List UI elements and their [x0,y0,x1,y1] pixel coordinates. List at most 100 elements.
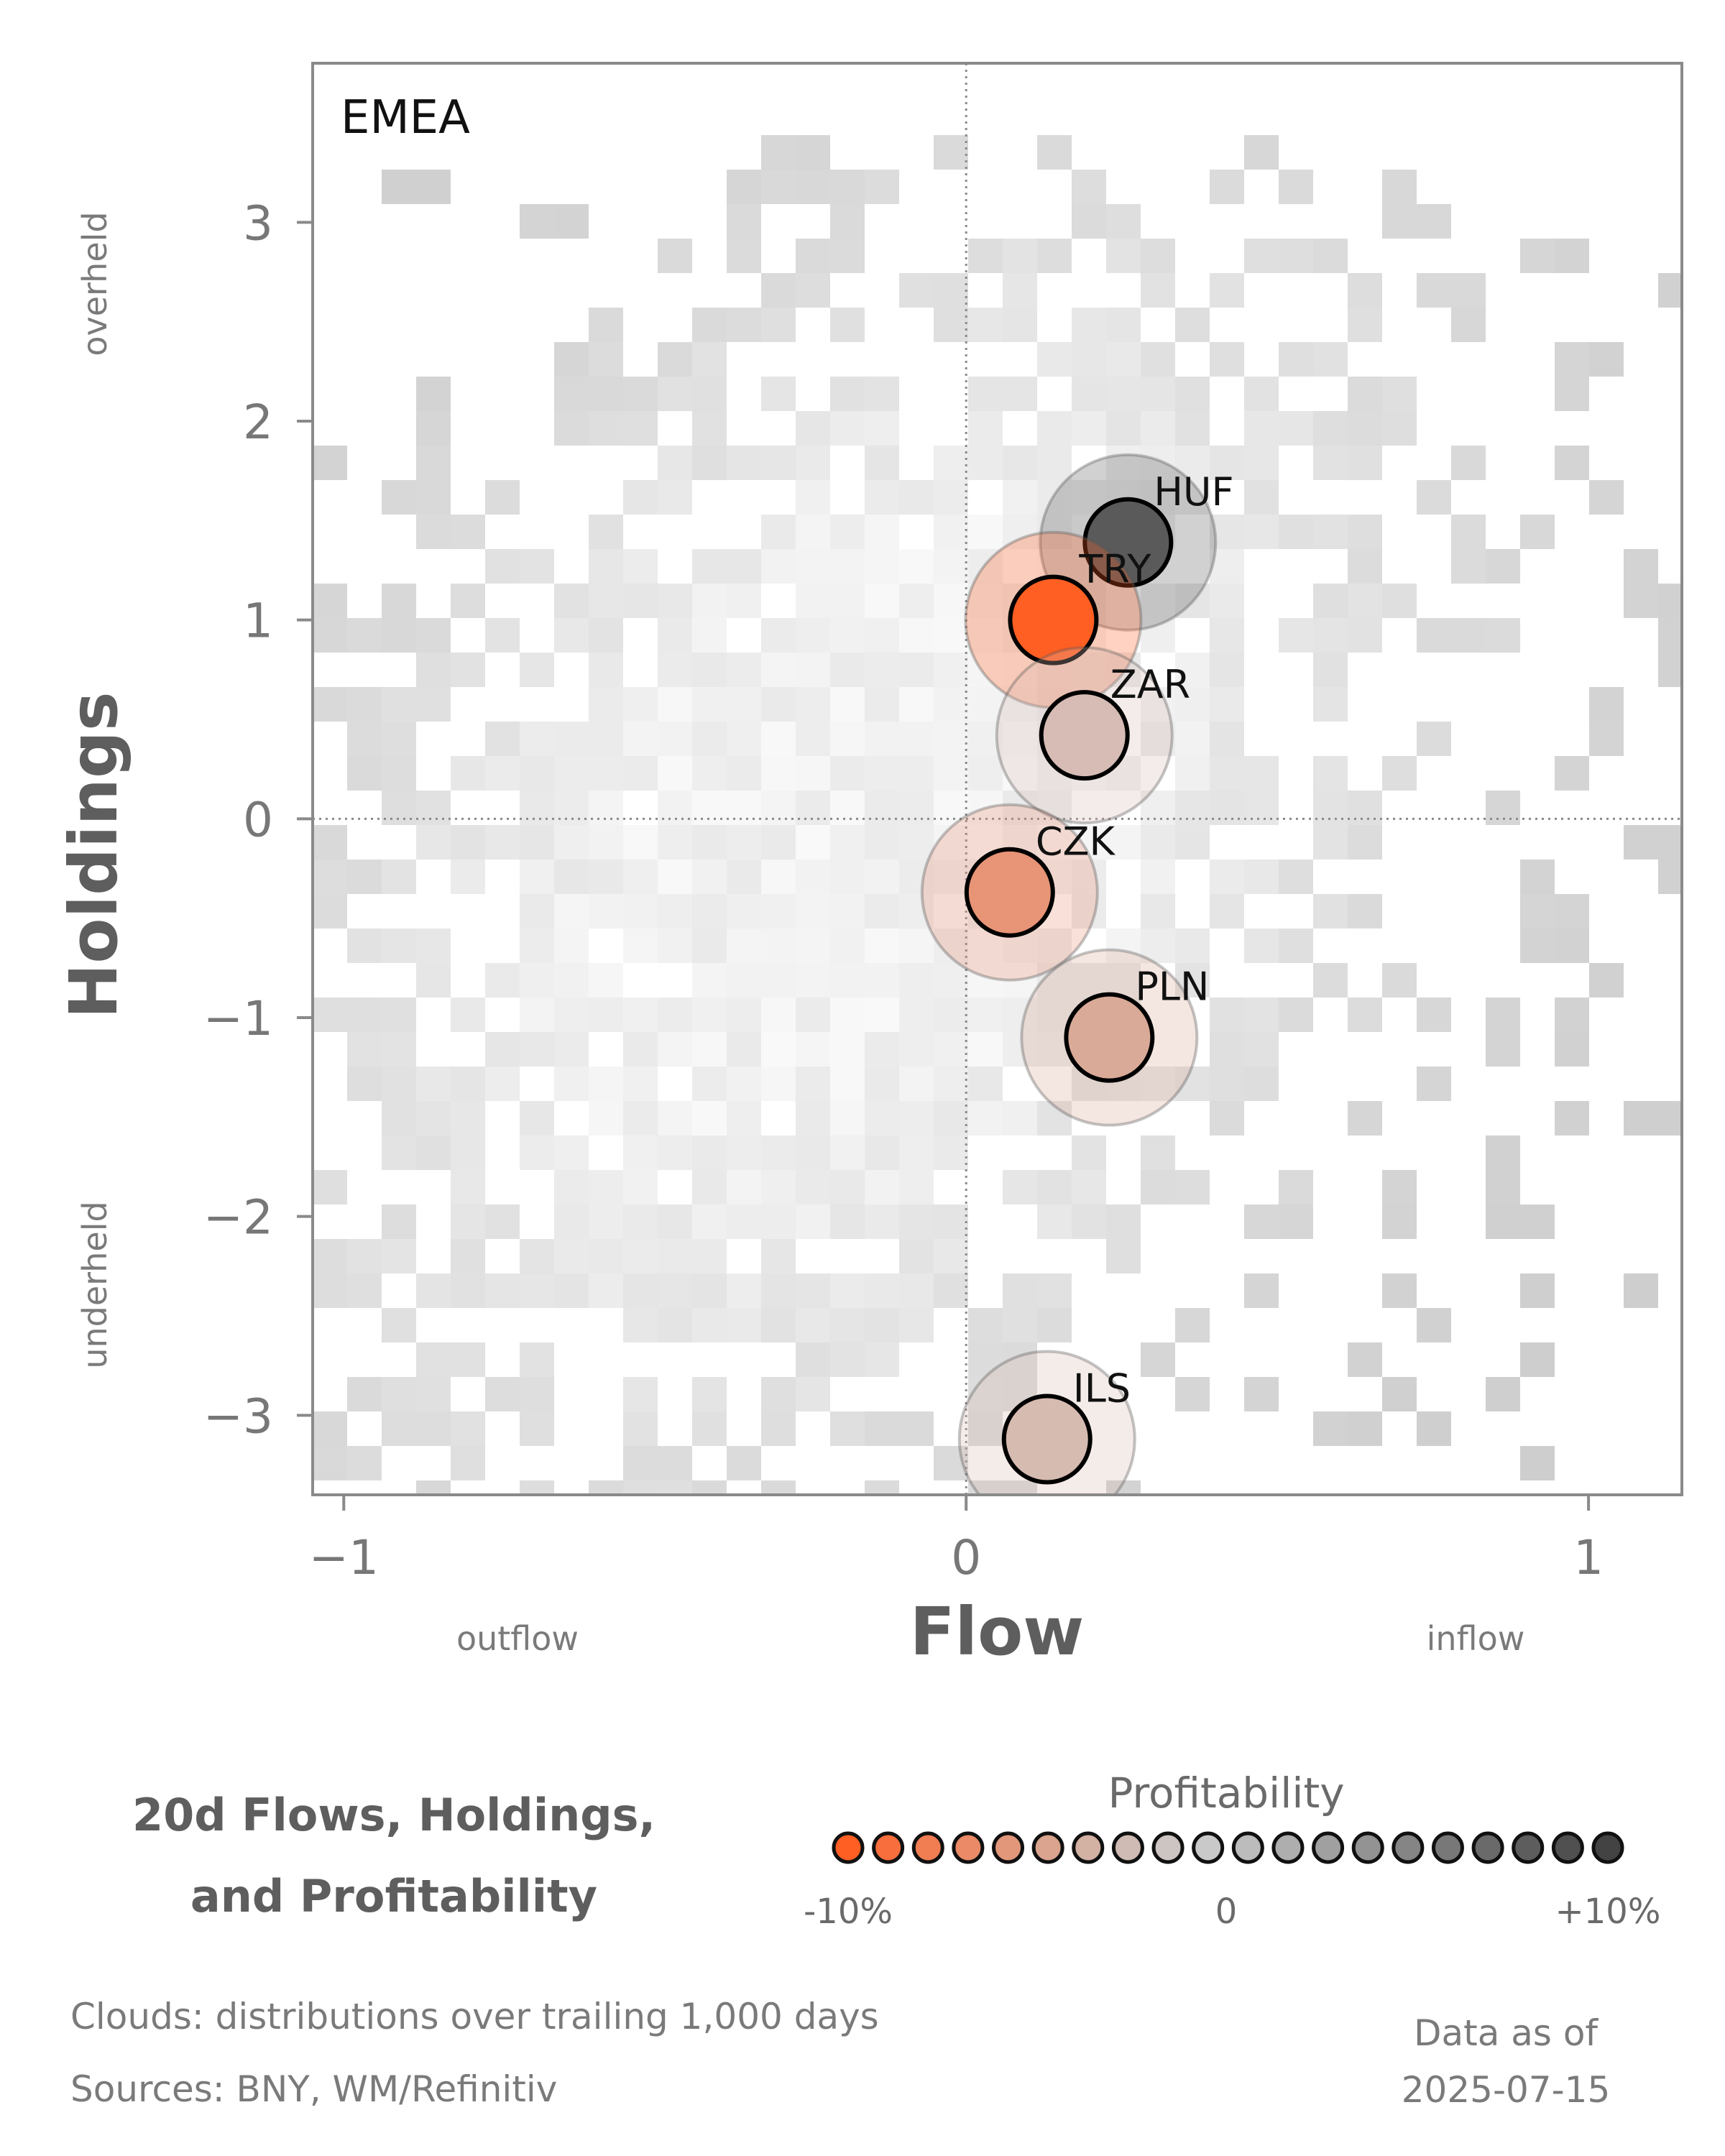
cloud-cell [899,549,934,584]
cloud-cell [830,722,865,756]
cloud-cell [623,1032,658,1067]
cloud-cell [658,1204,692,1239]
cloud-cell [658,929,692,963]
cloud-cell [865,1135,899,1170]
cloud-cell [1451,308,1486,342]
cloud-cell [416,963,451,998]
cloud-cell [623,411,658,446]
chart-title-line2: and Profitability [190,1870,597,1922]
cloud-cell [1382,1204,1417,1239]
cloud-cell [1624,1273,1658,1308]
cloud-cell [865,963,899,998]
cloud-cell [1141,1342,1175,1377]
cloud-cell [865,1204,899,1239]
cloud-cell [520,653,554,687]
cloud-cell [761,377,796,411]
cloud-cell [1037,1204,1072,1239]
cloud-cell [934,825,968,860]
cloud-cell [1589,722,1624,756]
cloud-cell [1106,963,1141,998]
cloud-cell [313,584,347,618]
cloud-cell [1072,1135,1106,1170]
cloud-cell [1486,1135,1520,1170]
cloud-cell [1313,687,1348,722]
cloud-cell [1658,653,1682,687]
cloud-cell [796,1308,830,1342]
cloud-cell [934,1067,968,1101]
cloud-cell [1555,446,1589,480]
y-side-label-overheld: overheld [75,211,114,356]
cloud-cell [865,549,899,584]
cloud-cell [1520,929,1555,963]
cloud-cell [1141,618,1175,653]
cloud-cell [313,998,347,1032]
cloud-cell [796,549,830,584]
cloud-cell [968,1067,1003,1101]
cloud-cell [589,618,623,653]
cloud-cell [1382,377,1417,411]
cloud-cell [451,1101,485,1135]
cloud-cell [1658,584,1682,618]
cloud-cell [692,618,727,653]
cloud-cell [623,756,658,791]
cloud-cell [692,963,727,998]
point-label: TRY [1078,547,1151,592]
cloud-cell [658,1135,692,1170]
cloud-cell [1279,618,1313,653]
cloud-cell [416,377,451,411]
cloud-cell [520,1032,554,1067]
cloud-cell [347,860,382,894]
cloud-cell [1210,515,1244,549]
cloud-cell [1141,1170,1175,1204]
cloud-cell [968,1342,1003,1377]
cloud-cell [796,1101,830,1135]
cloud-cell [865,480,899,515]
cloud-cell [934,1239,968,1273]
cloud-cell [761,860,796,894]
cloud-cell [934,1273,968,1308]
sources-note: Sources: BNY, WM/Refinitiv [70,2068,557,2110]
cloud-cell [451,1170,485,1204]
cloud-cell [761,1239,796,1273]
cloud-cell [830,929,865,963]
cloud-cell [830,1273,865,1308]
cloud-cell [830,549,865,584]
x-side-label-inflow: inflow [1427,1619,1525,1658]
cloud-cell [347,1239,382,1273]
cloud-cell [1624,584,1658,618]
cloud-cell [1348,618,1382,653]
cloud-cell [1486,1170,1520,1204]
cloud-cell [1589,342,1624,377]
cloud-cell [658,998,692,1032]
cloud-cell [1244,791,1279,825]
cloud-cell [485,1067,520,1101]
legend-swatch [911,1831,944,1864]
cloud-cell [554,411,589,446]
cloud-cell [761,687,796,722]
cloud-cell [727,446,761,480]
cloud-cell [899,722,934,756]
cloud-cell [416,791,451,825]
cloud-cell [382,1135,416,1170]
cloud-cell [727,1135,761,1170]
cloud-cell [1244,239,1279,273]
cloud-cell [589,756,623,791]
cloud-cell [692,1377,727,1411]
cloud-cell [1175,963,1210,998]
cloud-cell [1279,1170,1313,1204]
cloud-cell [968,446,1003,480]
cloud-cell [623,825,658,860]
cloud-cell [865,1342,899,1377]
cloud-cell [1072,653,1106,687]
cloud-cell [1244,135,1279,170]
cloud-cell [658,825,692,860]
legend-swatch [1351,1831,1384,1864]
legend-swatch [1271,1831,1305,1864]
cloud-cell [1175,825,1210,860]
cloud-cell [727,170,761,204]
cloud-cell [727,963,761,998]
cloud-cell [865,446,899,480]
cloud-cell [1106,1480,1141,1495]
cloud-cell [1003,446,1037,480]
cloud-cell [520,1377,554,1411]
